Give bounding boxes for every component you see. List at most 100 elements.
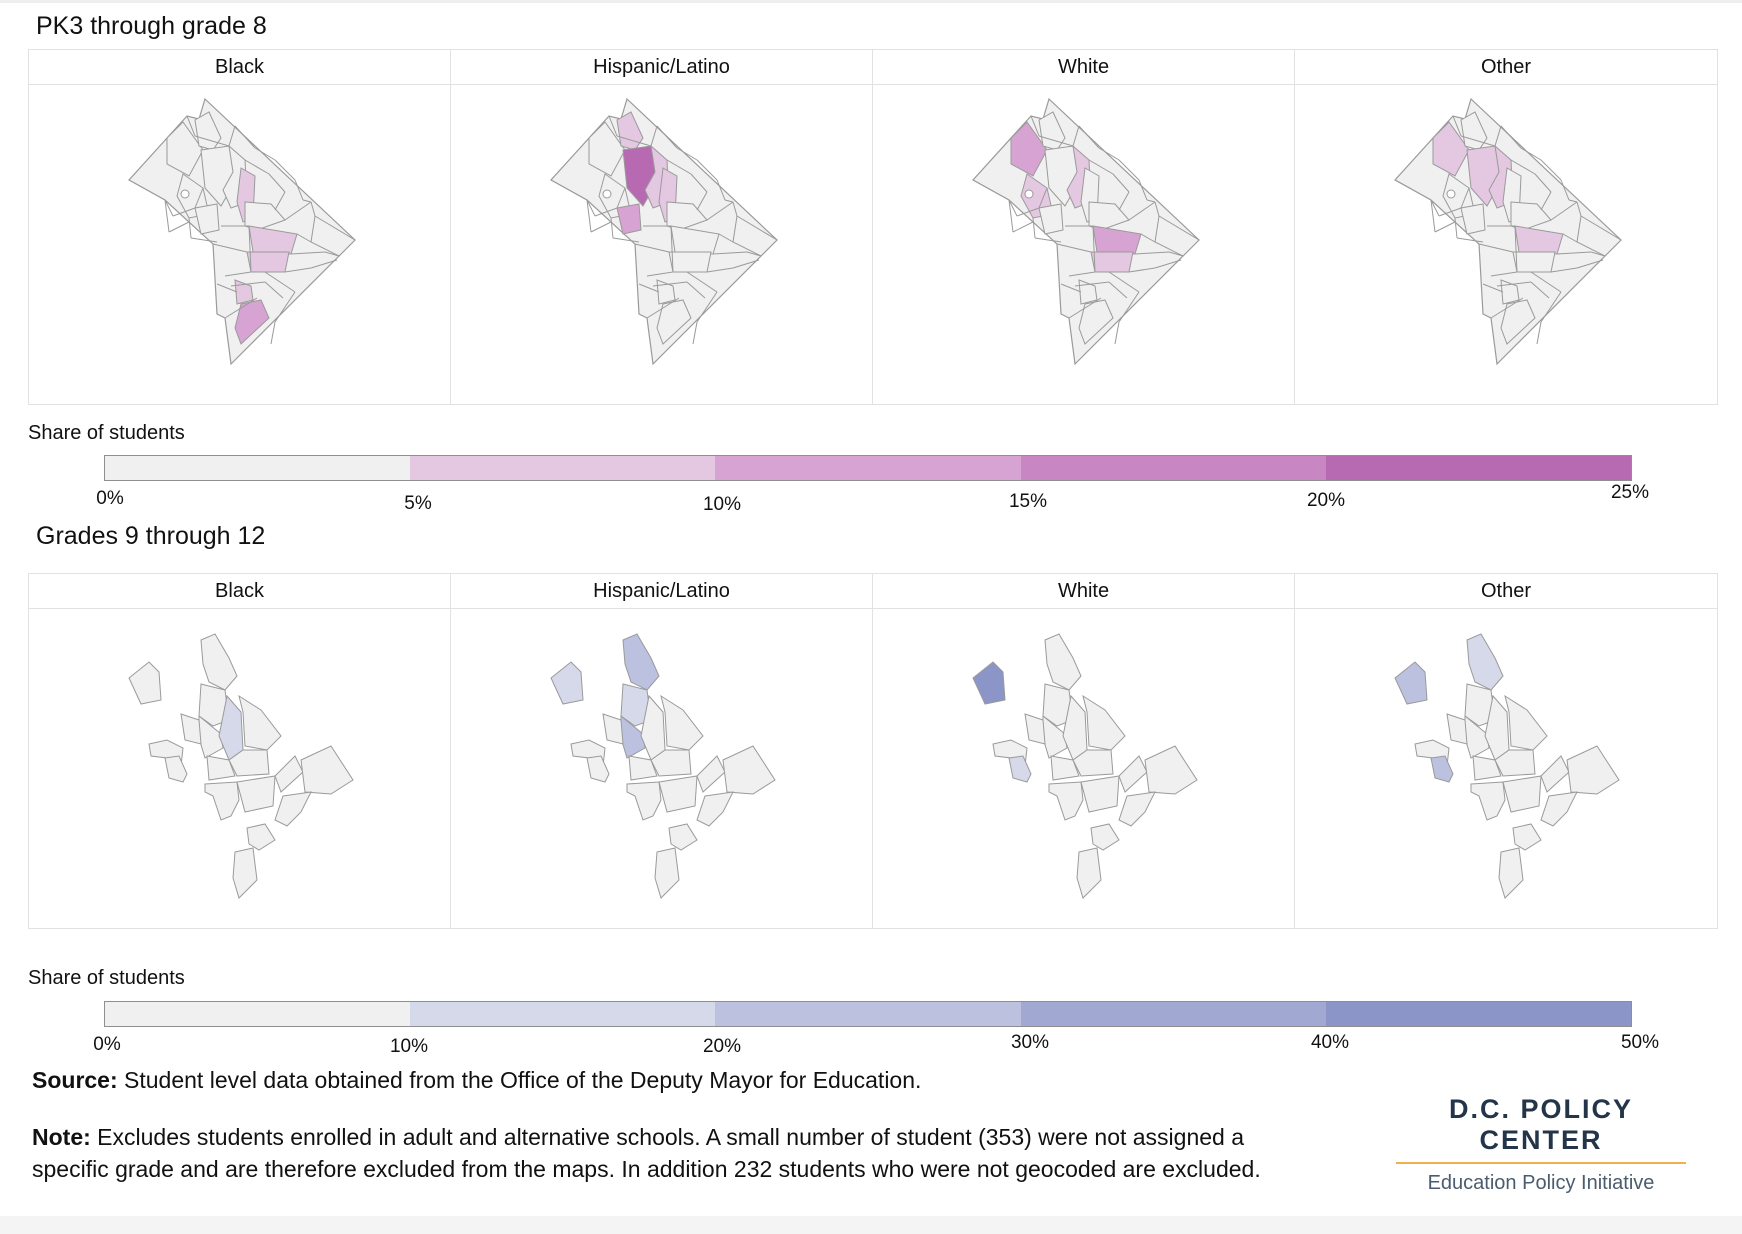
boundary-line (676, 147, 698, 161)
legend-swatch (1020, 1002, 1326, 1026)
boundary-line (1520, 147, 1542, 161)
legend-tick: 40% (1310, 1032, 1350, 1053)
source-label: Source: (32, 1067, 118, 1093)
boundary-line (686, 281, 706, 299)
map-region (668, 823, 698, 851)
map-region (200, 633, 238, 691)
map-landmark (180, 189, 190, 199)
map-region (616, 203, 642, 235)
boundary-line (128, 179, 166, 201)
boundary-line (1008, 199, 1018, 217)
map-panel-white: White (873, 574, 1295, 928)
map-region (972, 661, 1006, 705)
map-other (1394, 97, 1622, 366)
boundary-line (1012, 221, 1034, 233)
legend-title: Share of students (28, 967, 185, 989)
boundary-line (1074, 281, 1110, 287)
legend-swatch (105, 456, 411, 480)
map-region (228, 749, 270, 777)
boundary-line (1454, 217, 1458, 239)
boundary-line (1030, 115, 1040, 137)
note-label: Note: (32, 1124, 91, 1150)
legend-color-bar (104, 1001, 1632, 1027)
boundary-line (1576, 201, 1582, 217)
boundary-line (274, 159, 296, 181)
boundary-line (1008, 199, 1014, 233)
map-region (1504, 694, 1548, 751)
map-region (1078, 299, 1114, 345)
boundary-line (646, 297, 680, 319)
boundary-line (1560, 179, 1570, 201)
map-region (588, 121, 626, 177)
boundary-line (186, 115, 196, 137)
panel-label: Hispanic/Latino (451, 50, 872, 85)
boundary-line (1496, 281, 1532, 287)
boundary-line (268, 173, 286, 193)
boundary-line (302, 199, 312, 203)
map-region (1050, 755, 1080, 781)
legend-tick: 5% (404, 493, 432, 514)
map-region (246, 823, 276, 851)
boundary-line (1438, 207, 1462, 217)
legend-tick: 20% (1306, 490, 1346, 511)
map-region (696, 755, 726, 793)
panel-label: Black (29, 50, 450, 85)
map-region (628, 755, 658, 781)
legend-tick: 10% (389, 1036, 429, 1057)
boundary-line (284, 201, 312, 221)
map-landmark (1446, 189, 1456, 199)
map-panel-white: White (873, 50, 1295, 404)
boundary-line (248, 225, 252, 273)
brand-logo: D.C. POLICY CENTER Education Policy Init… (1388, 1094, 1694, 1195)
map-region (626, 781, 662, 821)
map-region (1472, 755, 1502, 781)
legend-swatch (715, 1002, 1021, 1026)
boundary-line (264, 281, 284, 299)
legend-swatch (410, 1002, 716, 1026)
map-region (1500, 299, 1536, 345)
boundary-line (1550, 267, 1578, 273)
map-region (274, 755, 304, 793)
boundary-line (284, 267, 312, 273)
boundary-line (1478, 243, 1514, 253)
legend-tick: 10% (702, 494, 742, 515)
boundary-line (1032, 217, 1036, 239)
legend-swatch (1325, 1002, 1632, 1026)
boundary-line (590, 221, 612, 233)
boundary-line (194, 187, 204, 209)
map-region (1008, 755, 1032, 783)
boundary-line (692, 321, 698, 345)
boundary-line (666, 159, 692, 175)
map-region (1430, 755, 1454, 783)
brand-name: D.C. POLICY CENTER (1448, 1094, 1633, 1155)
map-panel-other: Other (1295, 574, 1717, 928)
boundary-line (230, 281, 266, 287)
legend-swatch (715, 456, 1021, 480)
boundary-line (650, 125, 658, 147)
panel-label: Black (29, 574, 450, 609)
map-region (166, 121, 204, 177)
boundary-line (1456, 237, 1484, 243)
map-region (1044, 633, 1082, 691)
map-region (1080, 775, 1120, 813)
map-region (1466, 633, 1504, 691)
boundary-line (1394, 179, 1432, 201)
map-region (602, 713, 624, 745)
exclusion-note: Note: Excludes students enrolled in adul… (32, 1121, 1302, 1185)
boundary-line (1112, 173, 1130, 193)
boundary-line (1056, 243, 1092, 253)
map-region (164, 755, 188, 783)
map-panel-hispanic-latino: Hispanic/Latino (451, 574, 873, 928)
boundary-line (270, 321, 276, 345)
boundary-line (310, 201, 316, 217)
boundary-line (732, 201, 738, 217)
map-panel-black: Black (29, 50, 451, 404)
map-region (696, 791, 734, 827)
map-region (1502, 775, 1542, 813)
boundary-line (1154, 201, 1160, 217)
map-region (1144, 745, 1198, 795)
map-region (246, 251, 290, 273)
boundary-line (274, 291, 296, 323)
map-region (1460, 111, 1488, 151)
boundary-line (1534, 173, 1552, 193)
